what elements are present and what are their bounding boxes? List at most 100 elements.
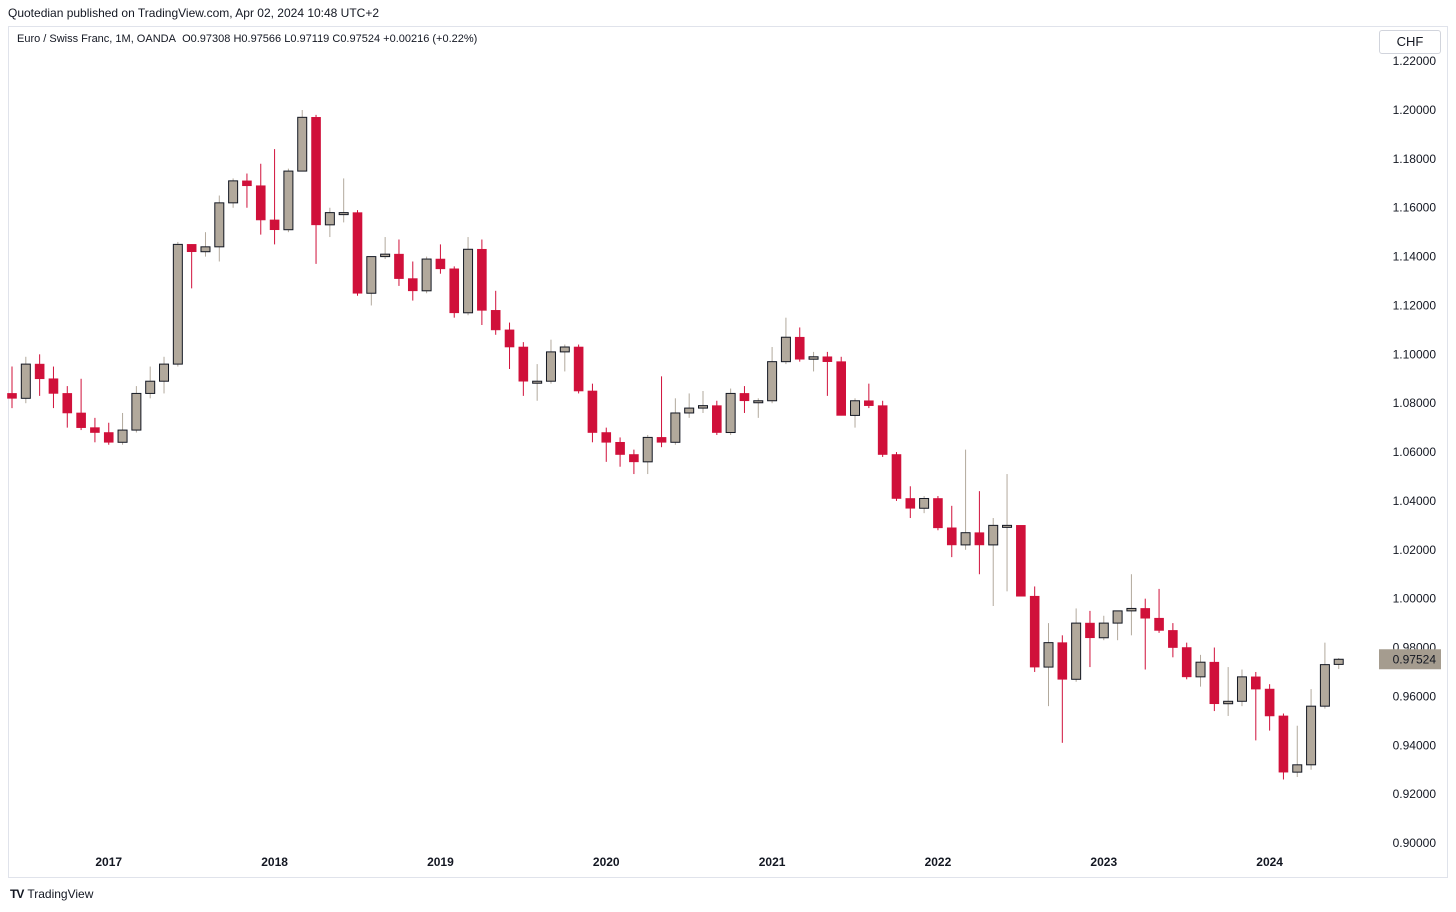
candle[interactable] xyxy=(836,356,847,416)
candle[interactable] xyxy=(1223,667,1234,716)
candle[interactable] xyxy=(1043,623,1054,707)
candle[interactable] xyxy=(200,232,211,257)
candle[interactable] xyxy=(352,210,363,296)
candle[interactable] xyxy=(435,244,446,274)
candle[interactable] xyxy=(933,496,943,531)
candle[interactable] xyxy=(684,393,695,418)
candle[interactable] xyxy=(656,376,667,448)
candle[interactable] xyxy=(1154,588,1164,633)
candle[interactable] xyxy=(477,239,487,326)
candle[interactable] xyxy=(283,168,294,233)
candle[interactable] xyxy=(712,400,722,435)
candle[interactable] xyxy=(1085,610,1095,668)
candle[interactable] xyxy=(228,178,239,208)
candle[interactable] xyxy=(698,390,708,413)
candle[interactable] xyxy=(601,427,612,462)
candle[interactable] xyxy=(255,163,266,235)
candle[interactable] xyxy=(34,354,45,396)
candle[interactable] xyxy=(1016,525,1026,597)
candle[interactable] xyxy=(449,266,460,318)
candle[interactable] xyxy=(587,383,598,443)
candle[interactable] xyxy=(297,110,308,172)
candle[interactable] xyxy=(324,207,335,238)
candle[interactable] xyxy=(117,412,128,445)
candle[interactable] xyxy=(159,356,170,394)
candle[interactable] xyxy=(1264,684,1275,731)
candle[interactable] xyxy=(545,339,556,384)
candle[interactable] xyxy=(490,290,501,335)
candle[interactable] xyxy=(76,378,86,431)
candle[interactable] xyxy=(891,452,902,501)
candle[interactable] xyxy=(1319,642,1330,709)
candle[interactable] xyxy=(822,351,833,396)
currency-button[interactable]: CHF xyxy=(1379,30,1441,54)
candle[interactable] xyxy=(366,256,377,306)
candle[interactable] xyxy=(615,437,625,467)
candle[interactable] xyxy=(421,256,432,294)
candle[interactable] xyxy=(877,400,888,457)
candle[interactable] xyxy=(974,491,985,575)
candle[interactable] xyxy=(131,386,142,433)
candle[interactable] xyxy=(1098,615,1109,641)
candle[interactable] xyxy=(1112,610,1123,641)
candle[interactable] xyxy=(808,351,819,372)
candle[interactable] xyxy=(1333,658,1344,670)
candle[interactable] xyxy=(269,149,280,245)
candle[interactable] xyxy=(1002,474,1013,592)
candle[interactable] xyxy=(186,244,197,289)
candle[interactable] xyxy=(394,239,404,286)
candle[interactable] xyxy=(1126,574,1137,636)
candle[interactable] xyxy=(1251,671,1261,741)
candle[interactable] xyxy=(532,364,543,401)
candle[interactable] xyxy=(753,398,764,418)
candle[interactable] xyxy=(518,342,529,396)
candle[interactable] xyxy=(1057,635,1068,743)
candle[interactable] xyxy=(48,366,59,409)
candle[interactable] xyxy=(1195,654,1206,687)
candle[interactable] xyxy=(1236,669,1247,707)
chart-pane[interactable] xyxy=(8,26,1448,878)
candle[interactable] xyxy=(1209,647,1220,712)
candle[interactable] xyxy=(1306,689,1317,770)
candle[interactable] xyxy=(20,356,31,404)
candle[interactable] xyxy=(504,322,515,369)
candle[interactable] xyxy=(573,344,584,394)
candle[interactable] xyxy=(850,398,861,428)
candle[interactable] xyxy=(988,518,999,606)
candle[interactable] xyxy=(670,398,681,445)
legend-symbol[interactable]: Euro / Swiss Franc, 1M, OANDA xyxy=(17,33,176,45)
candle[interactable] xyxy=(338,178,349,223)
candle[interactable] xyxy=(919,496,930,514)
candle[interactable] xyxy=(1278,713,1289,780)
candle[interactable] xyxy=(767,347,778,404)
candle[interactable] xyxy=(90,417,100,443)
candle[interactable] xyxy=(960,449,971,550)
candle[interactable] xyxy=(864,383,874,409)
candle[interactable] xyxy=(1140,598,1151,670)
candle[interactable] xyxy=(1029,586,1040,672)
candle[interactable] xyxy=(946,505,957,558)
candle[interactable] xyxy=(242,173,252,208)
candle[interactable] xyxy=(1181,642,1192,680)
candle[interactable] xyxy=(103,422,114,445)
candle[interactable] xyxy=(1071,608,1082,682)
candle[interactable] xyxy=(559,344,570,372)
candle[interactable] xyxy=(145,366,156,399)
candle[interactable] xyxy=(311,114,321,264)
candle[interactable] xyxy=(380,237,391,260)
candle[interactable] xyxy=(7,366,17,409)
tradingview-brand[interactable]: TV TradingView xyxy=(10,887,93,901)
candle[interactable] xyxy=(62,386,73,428)
candle[interactable] xyxy=(214,195,225,262)
candle[interactable] xyxy=(725,388,736,435)
candle[interactable] xyxy=(905,486,916,519)
candle[interactable] xyxy=(1168,623,1178,658)
candle[interactable] xyxy=(642,434,653,475)
candle[interactable] xyxy=(629,449,639,475)
candle[interactable] xyxy=(1292,725,1303,778)
candle[interactable] xyxy=(780,317,791,365)
candle[interactable] xyxy=(794,327,805,362)
candle[interactable] xyxy=(463,237,474,316)
candle[interactable] xyxy=(172,241,183,367)
